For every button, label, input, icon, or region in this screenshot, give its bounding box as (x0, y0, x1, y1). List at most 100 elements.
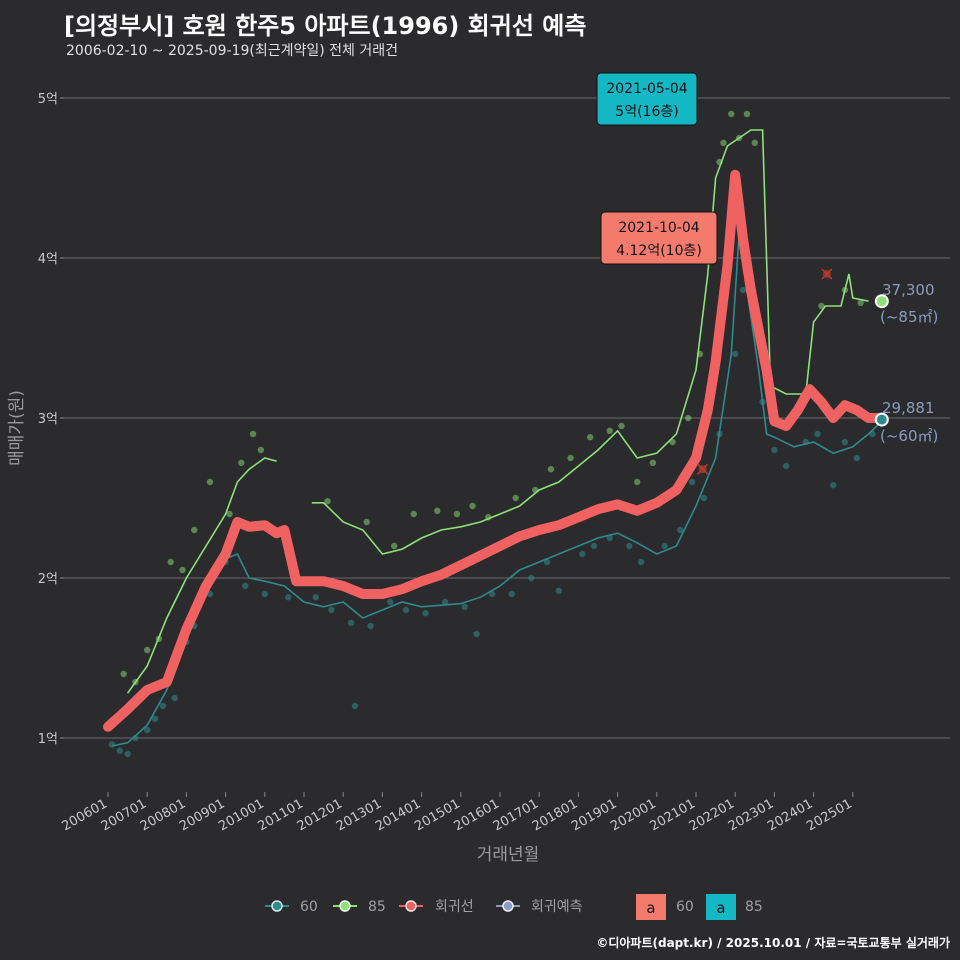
x-axis-ticks: 2006012007012008012009012010012011012012… (60, 792, 855, 834)
scatter-point-60 (402, 606, 410, 614)
legend-item-60: 60 (265, 899, 318, 915)
scatter-point-60 (285, 594, 292, 601)
scatter-point-60 (159, 702, 167, 710)
chart-subtitle: 2006-02-10 ~ 2025-09-19(최근계약일) 전체 거래건 (66, 43, 398, 59)
annotation-max-85: 2021-10-04 4.12억(10층) (600, 211, 718, 265)
scatter-point-60 (661, 542, 668, 550)
scatter-point-60 (579, 550, 586, 558)
end-label-85-area: (~85㎡) (880, 308, 938, 326)
scatter-point-85 (453, 510, 461, 518)
y-tick-label: 4억 (38, 252, 58, 267)
outlier-cross (697, 463, 709, 475)
legend-label-regression: 회귀선 (435, 899, 474, 915)
scatter-point-60 (473, 630, 480, 638)
scatter-point-60 (422, 610, 429, 617)
y-tick-label: 3억 (38, 412, 58, 427)
scatter-point-60 (814, 430, 821, 438)
end-label-85-price: 37,300 (882, 281, 935, 299)
scatter-point-60 (328, 606, 335, 614)
scatter-point-85 (547, 466, 555, 473)
series-line-85 (126, 129, 869, 694)
scatter-point-85 (206, 478, 214, 486)
annotation-date: 2021-05-04 (606, 81, 687, 97)
scatter-point-85 (144, 646, 151, 654)
y-tick-label: 5억 (38, 92, 58, 107)
legend-item-regression: 회귀선 (399, 899, 474, 915)
legend-label-85: 85 (368, 899, 386, 915)
scatter-point-85 (257, 446, 265, 454)
scatter-point-85 (634, 478, 641, 486)
y-axis-ticks: 1억 2억 3억 4억 5억 (38, 92, 64, 747)
scatter-point-60 (555, 587, 562, 594)
scatter-point-60 (677, 526, 684, 534)
grid-lines (64, 97, 950, 739)
footer-credit: ©디아파트(dapt.kr) / 2025.10.01 / 자료=국토교통부 실… (596, 936, 950, 950)
legend-key-regression (405, 900, 417, 912)
series-line-60 (111, 233, 881, 747)
scatter-point-85 (751, 139, 758, 146)
scatter-point-85 (618, 422, 625, 430)
legend-label-forecast: 회귀예측 (531, 899, 583, 915)
scatter-point-60 (853, 454, 860, 462)
scatter-point-85 (512, 494, 519, 502)
scatter-point-85 (567, 454, 574, 462)
scatter-point-85 (728, 110, 735, 118)
annotation-price: 4.12억(10층) (616, 243, 702, 259)
scatter-point-60 (261, 590, 268, 598)
scatter-layer (108, 110, 876, 758)
scatter-point-60 (347, 619, 355, 626)
scatter-point-60 (739, 286, 747, 294)
forecast-point-60 (874, 412, 889, 427)
scatter-point-85 (818, 302, 825, 310)
scatter-point-60 (528, 574, 535, 582)
scatter-point-85 (238, 459, 245, 466)
legend-item-forecast: 회귀예측 (496, 899, 583, 915)
scatter-point-60 (637, 558, 645, 566)
scatter-point-60 (508, 590, 515, 598)
end-label-60-price: 29,881 (882, 399, 935, 417)
scatter-point-60 (841, 438, 849, 446)
scatter-point-60 (312, 594, 319, 601)
scatter-point-60 (441, 598, 449, 606)
legend-box-glyph-60: a (646, 899, 655, 917)
scatter-point-60 (124, 750, 131, 758)
scatter-point-85 (684, 414, 692, 422)
scatter-point-60 (367, 622, 374, 630)
outlier-cross (821, 268, 833, 280)
scatter-point-60 (242, 582, 249, 590)
scatter-point-85 (191, 526, 198, 534)
forecast-point-85 (874, 294, 889, 309)
scatter-point-60 (144, 726, 151, 734)
legend-key-85 (339, 900, 351, 912)
scatter-point-60 (771, 446, 778, 454)
scatter-point-60 (590, 542, 598, 550)
scatter-point-60 (688, 478, 696, 486)
annotation-box (600, 211, 718, 265)
end-label-60-area: (~60㎡) (880, 427, 938, 445)
scatter-point-60 (606, 534, 613, 542)
scatter-point-85 (469, 502, 476, 510)
annotation-layer (697, 268, 889, 475)
scatter-point-60 (116, 747, 123, 754)
scatter-point-85 (249, 430, 257, 438)
scatter-point-60 (543, 558, 551, 566)
scatter-point-85 (179, 566, 186, 574)
chart-title: [의정부시] 호원 한주5 아파트(1996) 회귀선 예측 (64, 12, 587, 40)
scatter-point-60 (151, 715, 159, 722)
legend-box-label-85: 85 (745, 899, 763, 915)
scatter-point-60 (782, 462, 790, 470)
annotation-box (596, 72, 698, 126)
scatter-point-85 (167, 558, 174, 566)
scatter-point-85 (720, 139, 727, 146)
scatter-point-85 (743, 110, 751, 118)
legend-box-60: a 60 (636, 894, 694, 920)
scatter-point-60 (461, 603, 468, 610)
legend-key-forecast (502, 900, 514, 912)
scatter-point-85 (410, 510, 417, 518)
legend-label-60: 60 (300, 899, 318, 915)
x-axis-title: 거래년월 (477, 845, 540, 865)
scatter-point-85 (120, 670, 127, 678)
scatter-point-60 (488, 590, 496, 598)
y-tick-label: 2억 (38, 572, 58, 587)
scatter-point-85 (324, 498, 331, 505)
